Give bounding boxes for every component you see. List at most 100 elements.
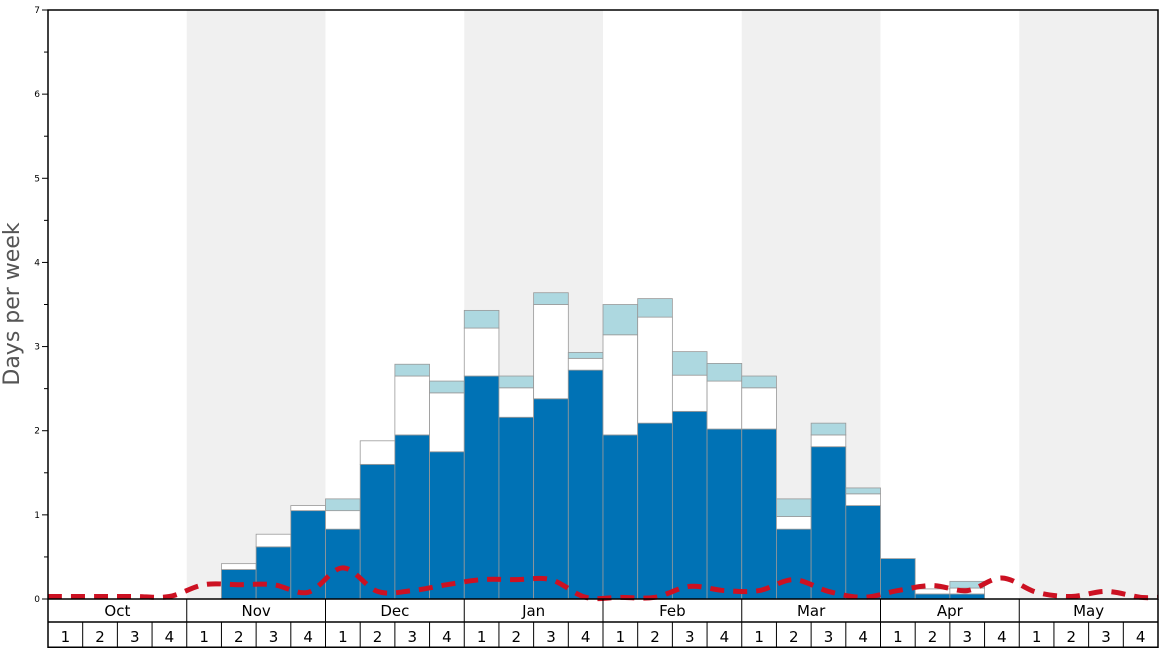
week-label: 3 [1101, 628, 1111, 646]
bar-light-dec-week1 [325, 498, 361, 512]
bar-white-jan-week3 [533, 304, 569, 400]
y-axis-label: Days per week [0, 222, 25, 385]
bar-dark-feb-week3 [671, 410, 708, 600]
bar-light-mar-week3 [810, 422, 847, 436]
bar-dark-jan-week4 [567, 369, 604, 600]
bar-white-dec-week3 [394, 375, 430, 436]
month-shade-nov [186, 10, 326, 599]
month-label-dec: Dec [380, 602, 409, 620]
bar-light-jan-week4 [567, 352, 604, 359]
bar-white-nov-week4 [290, 505, 326, 512]
x-axis: Oct 1 2 3 4 Nov 1 2 3 4 Dec 1 2 3 4 Jan 1 2 3 4 Feb 1 2 3 4 Mar 1 2… [47, 599, 1159, 648]
week-label: 2 [234, 628, 244, 646]
bar-light-feb-week2 [637, 298, 673, 318]
month-label-nov: Nov [241, 602, 270, 620]
week-label: 2 [789, 628, 799, 646]
month-label-jan: Jan [521, 602, 545, 620]
bar-dark-mar-week3 [810, 446, 847, 600]
bar-dark-jan-week1 [463, 375, 500, 600]
bar-dark-jan-week2 [498, 416, 535, 600]
bar-dark-dec-week3 [394, 434, 430, 600]
bar-light-mar-week4 [845, 487, 881, 495]
bar-dark-feb-week4 [706, 428, 743, 600]
bar-light-feb-week1 [602, 304, 639, 336]
y-tick-label: 4 [34, 258, 40, 268]
bar-light-jan-week1 [463, 309, 500, 329]
y-tick-label: 7 [34, 6, 40, 16]
month-label-mar: Mar [797, 602, 826, 620]
bar-white-nov-week2 [221, 563, 257, 570]
bar-dark-dec-week4 [429, 451, 465, 600]
month-label-apr: Apr [937, 602, 964, 620]
bar-white-jan-week4 [567, 357, 604, 371]
week-label: 3 [407, 628, 417, 646]
week-label: 4 [442, 628, 452, 646]
y-tick-label: 5 [34, 174, 40, 184]
bars-group [221, 292, 985, 600]
week-label: 1 [338, 628, 348, 646]
bar-dark-mar-week1 [741, 428, 777, 600]
week-label: 2 [512, 628, 522, 646]
bar-white-mar-week3 [810, 434, 847, 448]
bar-light-feb-week4 [706, 362, 743, 382]
bar-dark-mar-week4 [845, 505, 881, 600]
week-label: 3 [130, 628, 140, 646]
bar-dark-feb-week2 [637, 422, 673, 600]
week-label: 4 [581, 628, 591, 646]
month-label-feb: Feb [659, 602, 686, 620]
week-label: 1 [199, 628, 209, 646]
bar-white-mar-week1 [741, 387, 777, 430]
bar-white-feb-week4 [706, 380, 743, 430]
bar-dark-jan-week3 [533, 398, 569, 600]
week-label: 1 [754, 628, 764, 646]
bar-white-dec-week2 [359, 440, 396, 465]
bar-light-jan-week2 [498, 375, 535, 389]
week-label: 3 [269, 628, 279, 646]
week-label: 2 [1067, 628, 1077, 646]
week-label: 3 [546, 628, 556, 646]
bar-white-dec-week4 [429, 392, 465, 453]
month-label-oct: Oct [104, 602, 130, 620]
week-label: 2 [650, 628, 660, 646]
bar-white-feb-week3 [671, 374, 708, 412]
plot-frame [47, 9, 1159, 600]
week-label: 3 [962, 628, 972, 646]
bar-dark-dec-week1 [325, 528, 361, 600]
week-label: 1 [1032, 628, 1042, 646]
bar-light-jan-week3 [533, 292, 569, 305]
month-shade-may [1019, 10, 1158, 599]
week-label: 4 [303, 628, 313, 646]
bar-white-feb-week2 [637, 316, 673, 424]
bar-white-nov-week3 [255, 533, 292, 548]
y-tick-label: 6 [34, 90, 40, 100]
y-tick-label: 2 [34, 427, 40, 437]
bar-white-feb-week1 [602, 334, 639, 436]
week-label: 4 [720, 628, 730, 646]
bar-dark-mar-week2 [776, 528, 812, 600]
week-label: 1 [61, 628, 71, 646]
week-label: 3 [824, 628, 834, 646]
bar-light-dec-week3 [394, 363, 430, 377]
week-label: 4 [1136, 628, 1146, 646]
bar-white-jan-week2 [498, 387, 535, 418]
bar-light-mar-week1 [741, 375, 777, 389]
bar-white-jan-week1 [463, 327, 500, 377]
bar-white-mar-week4 [845, 493, 881, 507]
week-label: 2 [373, 628, 383, 646]
bar-dark-apr-week2 [914, 593, 951, 600]
bar-dark-apr-week3 [949, 593, 985, 600]
week-label: 1 [893, 628, 903, 646]
bar-dark-feb-week1 [602, 434, 639, 600]
week-label: 1 [477, 628, 487, 646]
month-label-may: May [1073, 602, 1104, 620]
y-tick-label: 0 [34, 595, 40, 605]
week-label: 4 [858, 628, 868, 646]
week-label: 2 [95, 628, 105, 646]
week-label: 4 [165, 628, 175, 646]
bar-light-dec-week4 [429, 380, 465, 394]
bar-light-feb-week3 [671, 351, 708, 376]
week-label: 2 [928, 628, 938, 646]
bar-white-dec-week1 [325, 510, 361, 530]
bar-dark-nov-week3 [255, 546, 292, 600]
y-tick-label: 1 [34, 511, 40, 521]
